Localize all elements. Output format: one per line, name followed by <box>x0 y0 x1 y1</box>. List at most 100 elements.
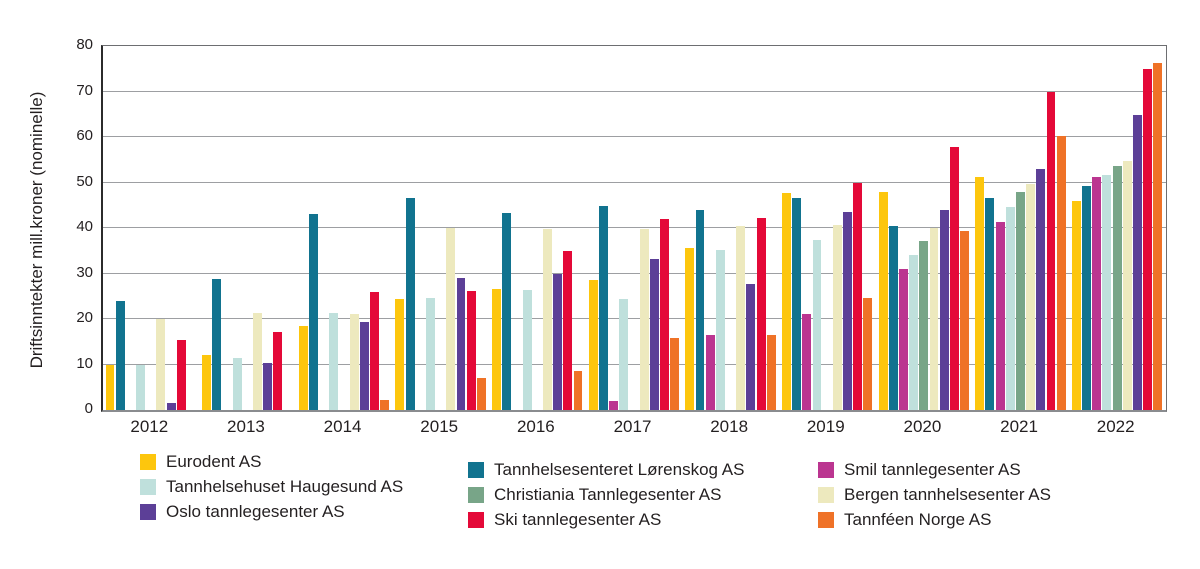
legend-item: Smil tannlegesenter AS <box>818 461 1051 478</box>
bar <box>781 192 791 410</box>
bar <box>960 230 969 410</box>
x-tick-label: 2020 <box>903 417 942 436</box>
bar <box>425 297 435 410</box>
gridline <box>103 363 1166 365</box>
bar <box>1082 186 1091 410</box>
bar <box>329 313 339 410</box>
x-tick-label: 2017 <box>613 417 652 436</box>
x-tick-label: 2014 <box>323 417 362 436</box>
legend-swatch <box>818 461 834 478</box>
bar <box>995 222 1005 410</box>
legend-swatch <box>818 486 834 503</box>
bar <box>349 314 359 410</box>
legend-item: Tannhelsesenteret Lørenskog AS <box>468 461 744 478</box>
legend-label: Bergen tannhelsesenter AS <box>844 485 1051 504</box>
legend-column: Smil tannlegesenter AS Bergen tannhelsese… <box>818 453 1051 536</box>
bar <box>446 228 456 410</box>
plot-area <box>101 45 1167 412</box>
legend: Eurodent AS Tannhelsehuset Haugesund AS Os… <box>0 453 1200 543</box>
y-tick-label: 50 <box>76 172 93 190</box>
y-tick-label: 60 <box>76 127 93 144</box>
legend-label: Oslo tannlegesenter AS <box>166 502 345 521</box>
legend-label: Eurodent AS <box>166 452 262 471</box>
bar <box>736 225 746 410</box>
y-tick-label: 30 <box>76 263 93 281</box>
legend-column: Eurodent AS Tannhelsehuset Haugesund AS Os… <box>140 453 403 528</box>
bar <box>253 313 262 410</box>
x-tick-label: 2013 <box>227 417 265 436</box>
bar <box>639 228 649 410</box>
legend-item: Eurodent AS <box>140 453 403 470</box>
gridline <box>103 272 1166 274</box>
bar <box>949 147 959 410</box>
legend-label: Tannhelsehuset Haugesund AS <box>166 477 404 496</box>
bar <box>888 226 898 410</box>
bar <box>136 364 145 410</box>
bar <box>863 298 873 410</box>
bar <box>929 228 939 410</box>
bar <box>298 325 308 410</box>
bar <box>1071 201 1081 410</box>
bar <box>715 249 725 410</box>
bar <box>456 278 466 410</box>
x-tick-label: 2015 <box>420 417 459 436</box>
gridline <box>103 136 1166 137</box>
bar <box>492 289 501 410</box>
bar <box>115 300 125 410</box>
bar <box>685 248 695 410</box>
bar <box>359 322 369 410</box>
bar <box>1122 160 1132 410</box>
y-tick-label: 70 <box>76 81 93 99</box>
bar <box>202 355 212 410</box>
x-tick-label: 2021 <box>1000 417 1038 436</box>
bar <box>695 209 705 410</box>
bar <box>542 229 552 410</box>
legend-label: Ski tannlegesenter AS <box>494 510 662 529</box>
bar <box>802 314 812 410</box>
bar <box>1132 115 1142 410</box>
bar <box>105 364 115 410</box>
gridline <box>103 181 1166 183</box>
bar <box>1143 69 1153 410</box>
bar <box>212 279 222 410</box>
bar <box>380 399 390 410</box>
bar <box>553 273 563 410</box>
bar <box>792 197 802 410</box>
bar <box>1112 166 1122 410</box>
bar <box>975 177 985 410</box>
bar <box>370 291 379 410</box>
legend-item: Bergen tannhelsesenter AS <box>818 486 1051 503</box>
legend-swatch <box>140 478 156 495</box>
bar <box>812 239 822 410</box>
bar <box>832 225 842 410</box>
legend-item: Tannféen Norge AS <box>818 511 1051 528</box>
bar <box>649 258 659 410</box>
gridline <box>103 227 1166 228</box>
bar <box>522 290 532 410</box>
bar <box>563 250 573 410</box>
bar <box>705 334 715 410</box>
bar <box>746 283 756 410</box>
legend-label: Tannhelsesenteret Lørenskog AS <box>494 460 745 479</box>
y-tick-label: 10 <box>76 354 93 372</box>
bar <box>939 210 949 410</box>
bar <box>166 403 176 410</box>
y-tick-label: 40 <box>76 218 93 235</box>
bar <box>898 268 908 410</box>
y-tick-label: 20 <box>76 309 93 326</box>
bar <box>1005 206 1015 410</box>
legend-item: Christiania Tannlegesenter AS <box>468 486 744 503</box>
legend-column: Tannhelsesenteret Lørenskog AS Christiani… <box>468 453 744 536</box>
bar <box>1056 135 1066 410</box>
x-tick-label: 2016 <box>516 417 555 436</box>
bar <box>670 338 680 410</box>
legend-label: Christiania Tannlegesenter AS <box>494 485 722 504</box>
bar <box>1153 63 1163 410</box>
bar <box>273 331 283 410</box>
bar <box>1102 175 1112 410</box>
bar <box>156 319 166 410</box>
bar <box>853 183 863 410</box>
y-tick-label: 80 <box>76 36 93 53</box>
bar <box>609 400 618 410</box>
